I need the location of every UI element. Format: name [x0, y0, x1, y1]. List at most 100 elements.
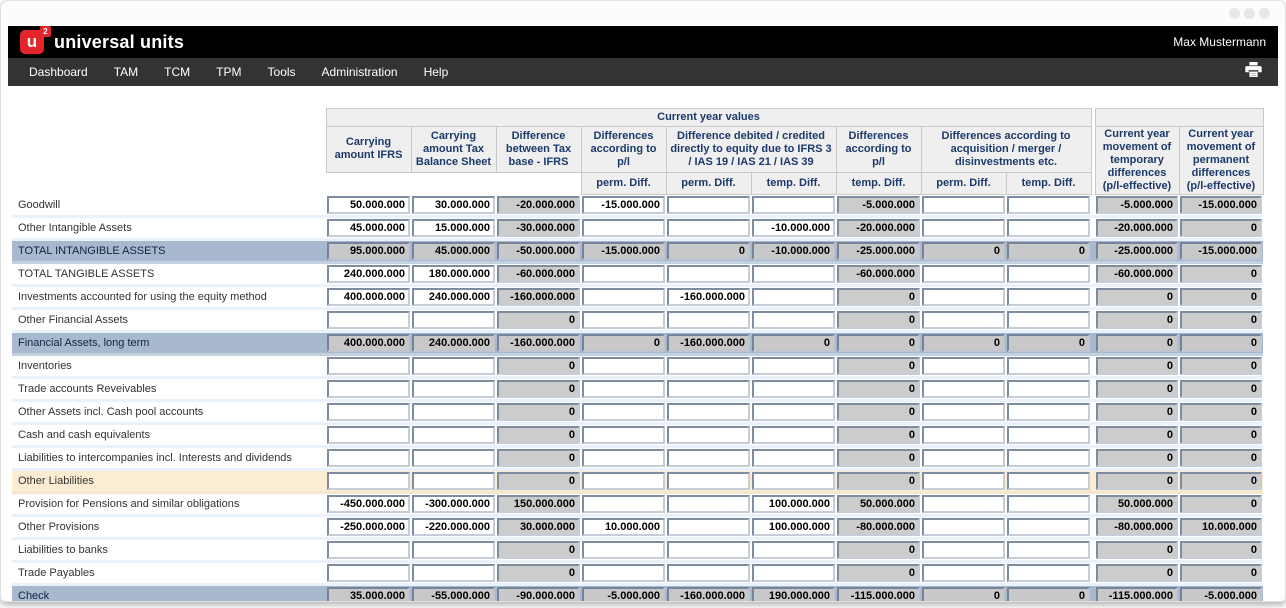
print-button[interactable]	[1245, 62, 1262, 82]
value-input[interactable]	[582, 472, 665, 490]
value-input[interactable]	[582, 449, 665, 467]
value-input[interactable]	[922, 564, 1005, 582]
value-input[interactable]	[582, 288, 665, 306]
value-input[interactable]	[752, 219, 835, 237]
value-input[interactable]	[667, 449, 750, 467]
value-input[interactable]	[667, 288, 750, 306]
value-input[interactable]	[582, 219, 665, 237]
value-input[interactable]	[667, 265, 750, 283]
value-input[interactable]	[412, 219, 495, 237]
value-input[interactable]	[582, 541, 665, 559]
value-input[interactable]	[667, 472, 750, 490]
value-input[interactable]	[922, 426, 1005, 444]
value-input[interactable]	[667, 564, 750, 582]
value-input[interactable]	[412, 564, 495, 582]
value-input[interactable]	[752, 265, 835, 283]
value-input[interactable]	[667, 426, 750, 444]
value-input[interactable]	[1007, 472, 1090, 490]
value-input[interactable]	[752, 541, 835, 559]
value-input[interactable]	[327, 541, 410, 559]
nav-item-tools[interactable]: Tools	[255, 65, 309, 79]
value-input[interactable]	[922, 472, 1005, 490]
value-input[interactable]	[327, 403, 410, 421]
value-input[interactable]	[1007, 219, 1090, 237]
value-input[interactable]	[412, 265, 495, 283]
value-input[interactable]	[582, 380, 665, 398]
value-input[interactable]	[412, 311, 495, 329]
nav-item-tcm[interactable]: TCM	[151, 65, 203, 79]
value-input[interactable]	[922, 449, 1005, 467]
nav-item-dashboard[interactable]: Dashboard	[16, 65, 101, 79]
value-input[interactable]	[582, 495, 665, 513]
value-input[interactable]	[327, 518, 410, 536]
value-input[interactable]	[412, 541, 495, 559]
value-input[interactable]	[412, 426, 495, 444]
nav-item-administration[interactable]: Administration	[309, 65, 411, 79]
value-input[interactable]	[1007, 380, 1090, 398]
value-input[interactable]	[667, 219, 750, 237]
value-input[interactable]	[752, 426, 835, 444]
value-input[interactable]	[922, 311, 1005, 329]
value-input[interactable]	[327, 288, 410, 306]
value-input[interactable]	[582, 196, 665, 214]
value-input[interactable]	[582, 518, 665, 536]
nav-item-tam[interactable]: TAM	[101, 65, 151, 79]
value-input[interactable]	[922, 265, 1005, 283]
value-input[interactable]	[752, 564, 835, 582]
value-input[interactable]	[752, 518, 835, 536]
value-input[interactable]	[327, 449, 410, 467]
value-input[interactable]	[922, 495, 1005, 513]
value-input[interactable]	[1007, 403, 1090, 421]
value-input[interactable]	[412, 495, 495, 513]
value-input[interactable]	[582, 403, 665, 421]
value-input[interactable]	[922, 541, 1005, 559]
value-input[interactable]	[922, 380, 1005, 398]
value-input[interactable]	[412, 403, 495, 421]
value-input[interactable]	[922, 357, 1005, 375]
value-input[interactable]	[752, 288, 835, 306]
value-input[interactable]	[667, 196, 750, 214]
value-input[interactable]	[582, 357, 665, 375]
nav-item-help[interactable]: Help	[411, 65, 462, 79]
value-input[interactable]	[327, 380, 410, 398]
value-input[interactable]	[1007, 495, 1090, 513]
value-input[interactable]	[667, 311, 750, 329]
value-input[interactable]	[922, 219, 1005, 237]
value-input[interactable]	[752, 196, 835, 214]
value-input[interactable]	[667, 541, 750, 559]
value-input[interactable]	[412, 196, 495, 214]
value-input[interactable]	[582, 311, 665, 329]
value-input[interactable]	[327, 311, 410, 329]
value-input[interactable]	[1007, 196, 1090, 214]
value-input[interactable]	[752, 380, 835, 398]
value-input[interactable]	[1007, 449, 1090, 467]
value-input[interactable]	[327, 219, 410, 237]
value-input[interactable]	[1007, 541, 1090, 559]
value-input[interactable]	[327, 472, 410, 490]
value-input[interactable]	[922, 518, 1005, 536]
value-input[interactable]	[412, 380, 495, 398]
value-input[interactable]	[752, 403, 835, 421]
value-input[interactable]	[327, 265, 410, 283]
value-input[interactable]	[582, 564, 665, 582]
value-input[interactable]	[922, 403, 1005, 421]
value-input[interactable]	[582, 265, 665, 283]
value-input[interactable]	[1007, 426, 1090, 444]
value-input[interactable]	[412, 288, 495, 306]
value-input[interactable]	[922, 288, 1005, 306]
value-input[interactable]	[412, 357, 495, 375]
value-input[interactable]	[327, 495, 410, 513]
value-input[interactable]	[667, 495, 750, 513]
value-input[interactable]	[412, 449, 495, 467]
value-input[interactable]	[1007, 288, 1090, 306]
nav-item-tpm[interactable]: TPM	[203, 65, 254, 79]
value-input[interactable]	[582, 426, 665, 444]
value-input[interactable]	[1007, 311, 1090, 329]
value-input[interactable]	[752, 311, 835, 329]
value-input[interactable]	[412, 472, 495, 490]
value-input[interactable]	[412, 518, 495, 536]
value-input[interactable]	[667, 403, 750, 421]
value-input[interactable]	[1007, 357, 1090, 375]
value-input[interactable]	[752, 357, 835, 375]
value-input[interactable]	[922, 196, 1005, 214]
